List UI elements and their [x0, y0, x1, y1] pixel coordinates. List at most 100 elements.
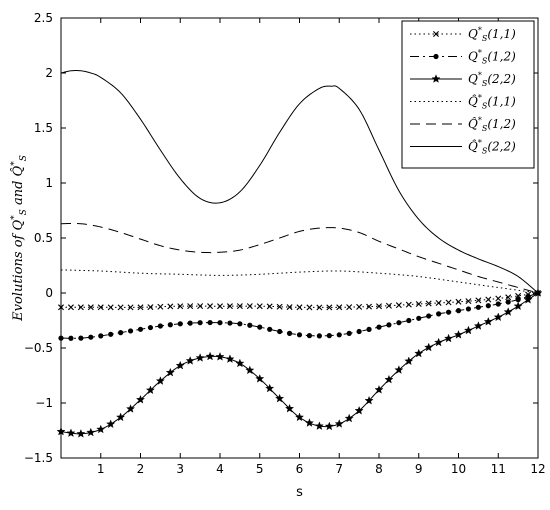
series-1-marker-24 [296, 304, 303, 311]
y-tick-label-0: 0 [45, 286, 53, 300]
series-1-marker-25 [306, 304, 313, 311]
series-2-marker-14 [197, 320, 203, 326]
legend-label-4: Q̂*S(1,1) [468, 93, 516, 110]
series-3-marker-2 [76, 429, 86, 438]
series-2-marker-7 [127, 328, 134, 334]
series-3-marker-20 [255, 374, 265, 383]
series-3-marker-10 [155, 376, 165, 385]
series-1-marker-14 [197, 303, 204, 310]
series-2-marker-46 [515, 297, 521, 303]
y-tick-label-2: 2 [45, 66, 53, 80]
series-2-marker-36 [416, 315, 422, 321]
series-1-marker-21 [266, 303, 273, 310]
series-2-marker-27 [326, 333, 332, 339]
series-3-marker-8 [135, 394, 146, 404]
series-1-marker-8-b [137, 304, 144, 311]
series-1-marker-29-b [346, 304, 353, 311]
x-tick-label-5: 5 [256, 462, 264, 476]
series-1-marker-32 [376, 303, 382, 310]
x-tick-label-6: 6 [296, 462, 304, 476]
series-2-marker-32 [376, 324, 382, 330]
series-3-marker-38 [434, 337, 444, 347]
series-2-marker-3 [88, 334, 94, 340]
series-3-marker-19 [245, 365, 255, 375]
series-1-marker-10 [157, 303, 164, 310]
legend-label-5: Q̂*S(1,2) [468, 116, 516, 133]
series-1-marker-42-b [475, 297, 482, 304]
series-3-marker-36 [414, 348, 424, 358]
series-6 [60, 70, 539, 294]
series-1-marker-7 [127, 304, 134, 311]
series-1-marker-9-b [147, 304, 154, 311]
series-1-marker-22-b [276, 303, 283, 310]
series-1-marker-2-b [77, 304, 84, 311]
series-2-marker-21 [267, 326, 273, 332]
y-axis-label-qhat: Q̂ [10, 165, 26, 176]
series-2-marker-40 [455, 308, 462, 314]
series-1-marker-36-b [415, 301, 422, 307]
series-1-marker-21-b [266, 303, 273, 310]
x-tick-label-8: 8 [375, 462, 383, 476]
series-1-marker-17-b [226, 303, 233, 310]
series-1 [58, 290, 541, 311]
series-2-marker-45 [505, 299, 511, 305]
series-2-marker-28 [336, 332, 342, 338]
legend-entry-3: Q*S(2,2) [410, 71, 516, 88]
series-1-marker-37-b [425, 300, 432, 307]
x-tick-label-12: 12 [530, 462, 545, 476]
series-2-marker-11 [167, 322, 173, 328]
series-1-marker-25-b [306, 304, 313, 311]
series-2-marker-1 [68, 335, 74, 341]
series-3-marker-39 [444, 333, 454, 343]
series-1-marker-12 [177, 303, 184, 310]
x-tick-label-3: 3 [176, 462, 184, 476]
series-3-marker-33 [384, 374, 394, 384]
series-1-marker-27 [326, 304, 333, 311]
series-3-marker-16 [215, 352, 225, 361]
series-3-marker-11 [165, 367, 175, 377]
series-3-marker-6 [116, 412, 126, 422]
series-1-marker-26 [316, 304, 323, 311]
x-tick-label-4: 4 [216, 462, 224, 476]
series-1-marker-30-b [356, 303, 363, 310]
series-1-marker-6 [117, 304, 124, 311]
legend-entry-1: Q*S(1,1) [410, 26, 516, 43]
series-3-marker-14 [195, 353, 205, 362]
series-3-marker-23 [285, 403, 295, 413]
series-1-marker-39 [445, 299, 452, 306]
series-1-marker-0-b [58, 304, 64, 311]
y-tick-label--1: −1 [35, 396, 53, 410]
series-1-marker-5 [107, 304, 114, 311]
series-2-marker-15 [207, 319, 213, 326]
series-3-marker-35 [404, 356, 414, 366]
series-1-marker-4-b [97, 304, 104, 311]
y-tick-label-2.5: 2.5 [34, 11, 53, 25]
x-tick-label-1: 1 [97, 462, 105, 476]
series-1-marker-41-b [465, 298, 472, 305]
series-1-marker-11 [167, 303, 174, 310]
series-1-marker-3 [87, 304, 94, 311]
series-3-marker-25 [304, 418, 314, 427]
series-3-marker-37 [424, 342, 434, 352]
series-1-marker-1-b [67, 304, 74, 311]
series-1-marker-29 [346, 304, 353, 311]
series-2-marker-0 [58, 335, 64, 341]
series-2-marker-39 [445, 309, 452, 315]
series-1-marker-19-b [246, 303, 253, 310]
series-1-marker-43-b [485, 296, 492, 303]
series-1-marker-3-b [87, 304, 94, 311]
series-2-marker-2 [78, 335, 84, 341]
legend-entry-6: Q̂*S(2,2) [410, 138, 516, 156]
series-1-marker-33 [385, 302, 392, 309]
legend-label-6: Q̂*S(2,2) [468, 138, 516, 155]
series-1-marker-35 [405, 301, 412, 308]
legend-marker-2 [433, 53, 439, 60]
series-1-marker-45-b [505, 294, 512, 301]
series-1-marker-6-b [117, 304, 124, 311]
series-2-marker-4 [98, 333, 104, 339]
series-2-marker-12 [177, 321, 183, 327]
series-1-marker-44-b [495, 295, 502, 302]
series-1-marker-7-b [127, 304, 134, 311]
series-3-marker-40 [453, 330, 464, 339]
y-axis-label-q-sup: * [10, 215, 20, 220]
